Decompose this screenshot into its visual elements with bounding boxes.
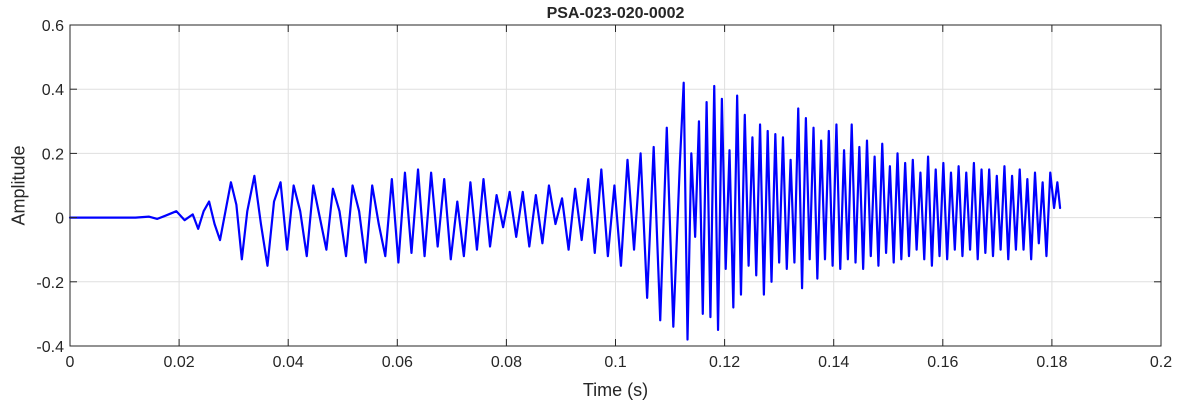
series-layer bbox=[68, 81, 1062, 341]
signal-series-line bbox=[68, 81, 1062, 341]
x-tick-label: 0.2 bbox=[1150, 354, 1172, 371]
chart-title: PSA-023-020-0002 bbox=[547, 5, 685, 22]
x-tick-label: 0.08 bbox=[491, 354, 522, 371]
x-tick-label: 0.04 bbox=[273, 354, 304, 371]
y-tick-label: 0.2 bbox=[42, 146, 64, 163]
x-tick-label: 0.18 bbox=[1036, 354, 1067, 371]
y-axis-title: Amplitude bbox=[8, 145, 28, 225]
x-tick-label: 0.02 bbox=[164, 354, 195, 371]
y-tick-label: 0.4 bbox=[42, 82, 64, 99]
x-tick-label: 0.14 bbox=[818, 354, 849, 371]
axis-ticks: 0 0.02 0.04 0.06 0.08 0.1 0.12 0.14 0.16 0.18 0.2 -… bbox=[36, 18, 1172, 371]
x-tick-label: 0.06 bbox=[382, 354, 413, 371]
x-tick-label: 0.12 bbox=[709, 354, 740, 371]
x-tick-label: 0.1 bbox=[604, 354, 626, 371]
y-tick-label: -0.2 bbox=[36, 275, 64, 292]
y-tick-label: 0.6 bbox=[42, 18, 64, 35]
x-tick-label: 0 bbox=[66, 354, 75, 371]
y-tick-label: 0 bbox=[55, 211, 64, 228]
y-tick-label: -0.4 bbox=[36, 339, 64, 356]
x-tick-label: 0.16 bbox=[927, 354, 958, 371]
x-axis-title: Time (s) bbox=[583, 380, 648, 400]
